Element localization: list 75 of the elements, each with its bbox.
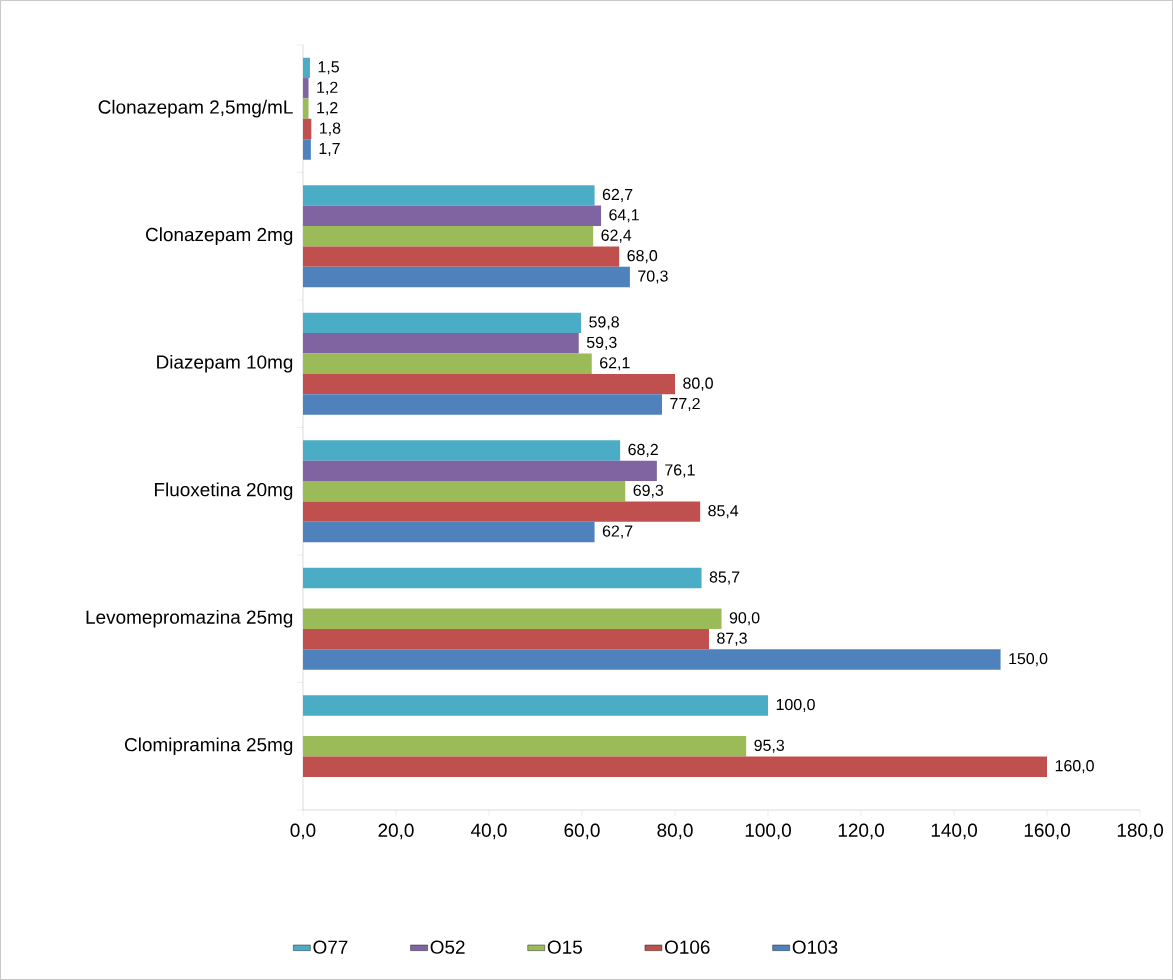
legend-label: O15 [547,940,582,954]
data-label: 150,0 [1009,653,1048,667]
bar [302,333,579,354]
x-tick-label: 140,0 [931,823,977,840]
bar [302,373,676,395]
x-tick-label: 120,0 [838,823,884,840]
y-tick-label: Clonazepam 2,5mg/mL [98,99,293,118]
data-label: 1,5 [318,61,339,75]
legend-label: O103 [792,940,838,954]
data-label: 64,1 [609,209,639,223]
data-label: 85,4 [708,505,739,519]
bar [302,649,1001,670]
bar [302,266,630,288]
y-tick-label: Clonazepam 2mg [146,227,293,246]
legend-label: O106 [665,940,710,954]
x-tick-label: 0,0 [290,823,316,840]
bar [302,394,662,415]
bar [302,460,657,482]
bar [302,353,592,374]
bar [302,736,747,757]
bar [302,440,621,461]
x-tick-label: 60,0 [564,823,600,840]
data-label: 62,4 [601,229,632,243]
data-label: 90,0 [729,612,760,626]
data-label: 87,3 [717,632,747,646]
bar [302,246,620,267]
bar [302,567,702,589]
data-label: 77,2 [670,397,700,412]
bar [302,98,309,119]
y-tick-label: Clomipramina 25mg [124,737,293,756]
x-tick-label: 100,0 [745,823,791,840]
data-label: 62,1 [600,357,630,371]
data-label: 80,0 [683,377,713,391]
legend-label: O52 [430,940,465,954]
data-label: 59,8 [589,316,619,330]
bar [302,139,311,160]
x-tick-label: 160,0 [1024,823,1071,840]
bar [302,695,769,716]
x-tick-label: 40,0 [471,823,507,840]
bar [302,521,595,543]
bar [302,226,594,247]
data-label: 1,2 [317,81,338,95]
data-label: 62,7 [602,525,633,539]
data-label: 76,1 [665,464,695,478]
x-tick-label: 20,0 [378,823,414,840]
y-tick-label: Fluoxetina 20mg [155,482,293,501]
data-label: 68,0 [627,250,658,264]
data-label: 1,2 [317,102,338,116]
bar [302,57,310,79]
bar [302,205,602,227]
data-label: 160,0 [1055,760,1094,774]
x-tick-label: 180,0 [1117,823,1164,840]
data-label: 70,3 [638,270,668,284]
x-tick-label: 80,0 [657,823,693,840]
data-label: 100,0 [776,698,815,713]
bar [302,185,595,206]
data-label: 69,3 [633,484,664,498]
data-label: 1,7 [319,142,340,156]
bar [302,608,722,629]
data-label: 68,2 [628,443,658,458]
y-tick-label: Levomepromazina 25mg [86,609,293,628]
y-tick-label: Diazepam 10mg [157,354,293,373]
data-label: 59,3 [586,336,617,350]
bar [302,481,626,502]
bar [302,501,701,522]
bar [302,312,582,334]
bar [302,118,312,140]
data-label: 62,7 [602,188,633,202]
data-label: 95,3 [754,739,785,753]
data-label: 85,7 [709,571,740,585]
legend-label: O77 [313,940,348,954]
bar [302,628,709,650]
data-label: 1,8 [320,122,341,136]
bar [302,756,1048,777]
bar [302,78,309,99]
